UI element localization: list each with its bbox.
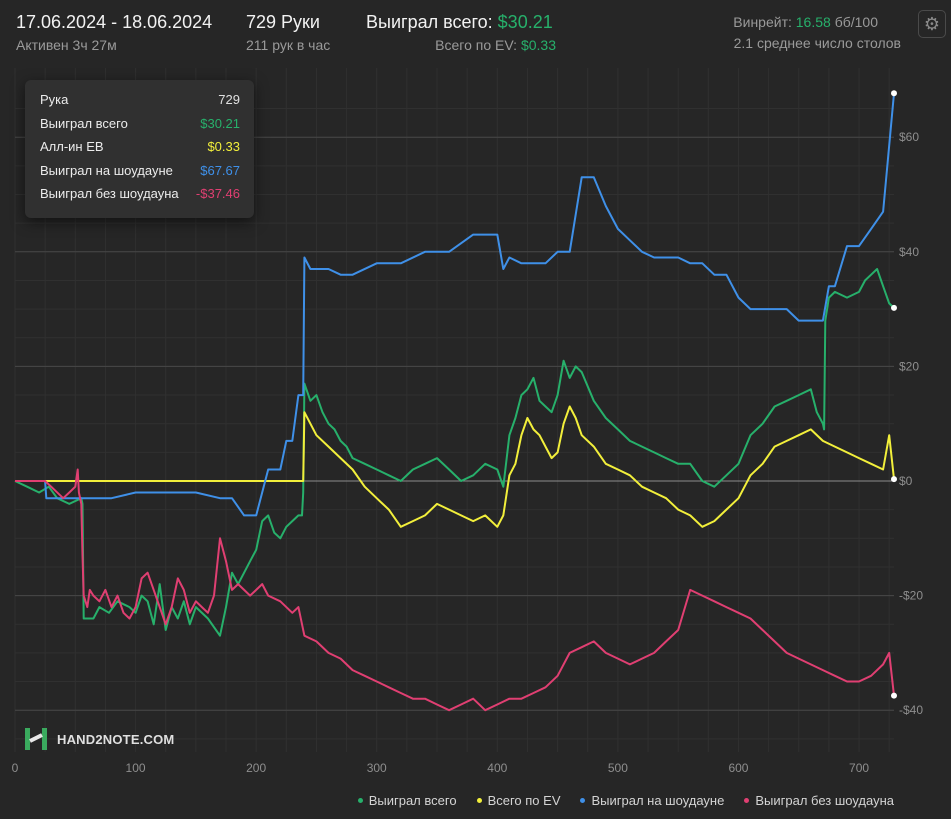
tooltip-value: 729 <box>218 92 240 107</box>
total-won: Выиграл всего: $30.21 <box>366 12 553 33</box>
y-tick-label: $0 <box>899 474 913 488</box>
winrate-value: 16.58 <box>795 14 831 30</box>
tooltip-label: Рука <box>40 92 69 107</box>
x-tick-label: 100 <box>126 761 146 775</box>
series-line <box>15 468 895 712</box>
total-won-label: Выиграл всего: <box>366 12 493 32</box>
tooltip-row: Выиграл на шоудауне $67.67 <box>40 161 240 185</box>
legend-dot <box>357 798 363 803</box>
x-tick-label: 200 <box>246 761 266 775</box>
hand2note-logo-icon <box>25 728 47 750</box>
total-ev: Всего по EV: $0.33 <box>435 37 556 53</box>
y-tick-label: $40 <box>899 245 919 259</box>
series-line <box>14 268 895 637</box>
legend-dot <box>476 798 482 803</box>
legend-label: Выиграл без шоудауна <box>755 793 894 808</box>
tooltip-value: $67.67 <box>200 162 240 178</box>
tooltip-label: Алл-ин EВ <box>40 139 104 154</box>
legend-item[interactable]: Выиграл на шоудауне <box>580 793 724 808</box>
y-tick-label: $20 <box>899 359 919 373</box>
logo-text: HAND2NOTE.COM <box>57 731 175 747</box>
total-won-value: $30.21 <box>497 12 553 32</box>
series-endpoint <box>891 304 897 311</box>
legend-item[interactable]: Выиграл всего <box>357 793 457 808</box>
active-time: Активен 3ч 27м <box>16 37 117 53</box>
tooltip-row: Алл-ин EВ $0.33 <box>40 137 240 161</box>
series-endpoint <box>891 692 897 699</box>
settings-button[interactable]: ⚙ <box>918 10 946 38</box>
legend-item[interactable]: Выиграл без шоудауна <box>744 793 894 808</box>
x-tick-label: 500 <box>608 761 628 775</box>
series-line <box>15 93 895 517</box>
y-tick-label: $60 <box>899 130 919 144</box>
winrate-unit: бб/100 <box>834 14 878 30</box>
x-tick-label: 400 <box>487 761 507 775</box>
tooltip-label: Выиграл всего <box>40 115 128 131</box>
tooltip-label: Выиграл на шоудауне <box>40 162 173 178</box>
hover-tooltip: Рука 729 Выиграл всего $30.21 Алл-ин EВ $0.33… <box>25 80 254 218</box>
total-ev-label: Всего по EV: <box>435 37 518 53</box>
tooltip-row: Рука 729 <box>40 90 240 114</box>
legend-dot <box>744 798 750 803</box>
x-tick-label: 300 <box>367 761 387 775</box>
gear-icon: ⚙ <box>923 14 941 34</box>
hands-count: 729 Руки <box>246 12 320 32</box>
series-endpoint <box>891 90 897 97</box>
tooltip-row: Выиграл без шоудауна -$37.46 <box>40 184 240 208</box>
total-ev-value: $0.33 <box>520 37 556 53</box>
tooltip-label: Выиграл без шоудауна <box>40 186 179 201</box>
y-tick-label: -$20 <box>899 589 923 603</box>
hand2note-logo: HAND2NOTE.COM <box>25 727 174 751</box>
legend-item[interactable]: Всего по EV <box>476 793 561 808</box>
legend-dot <box>580 798 586 803</box>
winrate: Винрейт: 16.58 бб/100 <box>733 14 878 30</box>
x-tick-label: 700 <box>849 761 869 775</box>
tooltip-value: $0.33 <box>207 139 240 154</box>
hands-rate: 211 рук в час <box>246 37 331 53</box>
y-tick-label: -$40 <box>899 703 923 717</box>
winrate-label: Винрейт: <box>733 14 792 30</box>
series-endpoint <box>891 476 897 483</box>
x-tick-label: 600 <box>728 761 748 775</box>
tooltip-value: $30.21 <box>200 115 240 131</box>
avg-tables: 2.1 среднее число столов <box>733 35 901 51</box>
tooltip-value: -$37.46 <box>195 186 240 201</box>
legend-label: Всего по EV <box>487 793 561 808</box>
legend-label: Выиграл на шоудауне <box>591 793 725 808</box>
date-range: 17.06.2024 - 18.06.2024 <box>16 12 213 32</box>
legend-label: Выиграл всего <box>368 793 457 808</box>
series-line <box>15 405 895 528</box>
x-tick-label: 0 <box>12 761 19 775</box>
tooltip-row: Выиграл всего $30.21 <box>40 114 240 138</box>
chart-legend: Выиграл всего Всего по EV Выиграл на шоуда… <box>338 793 894 808</box>
